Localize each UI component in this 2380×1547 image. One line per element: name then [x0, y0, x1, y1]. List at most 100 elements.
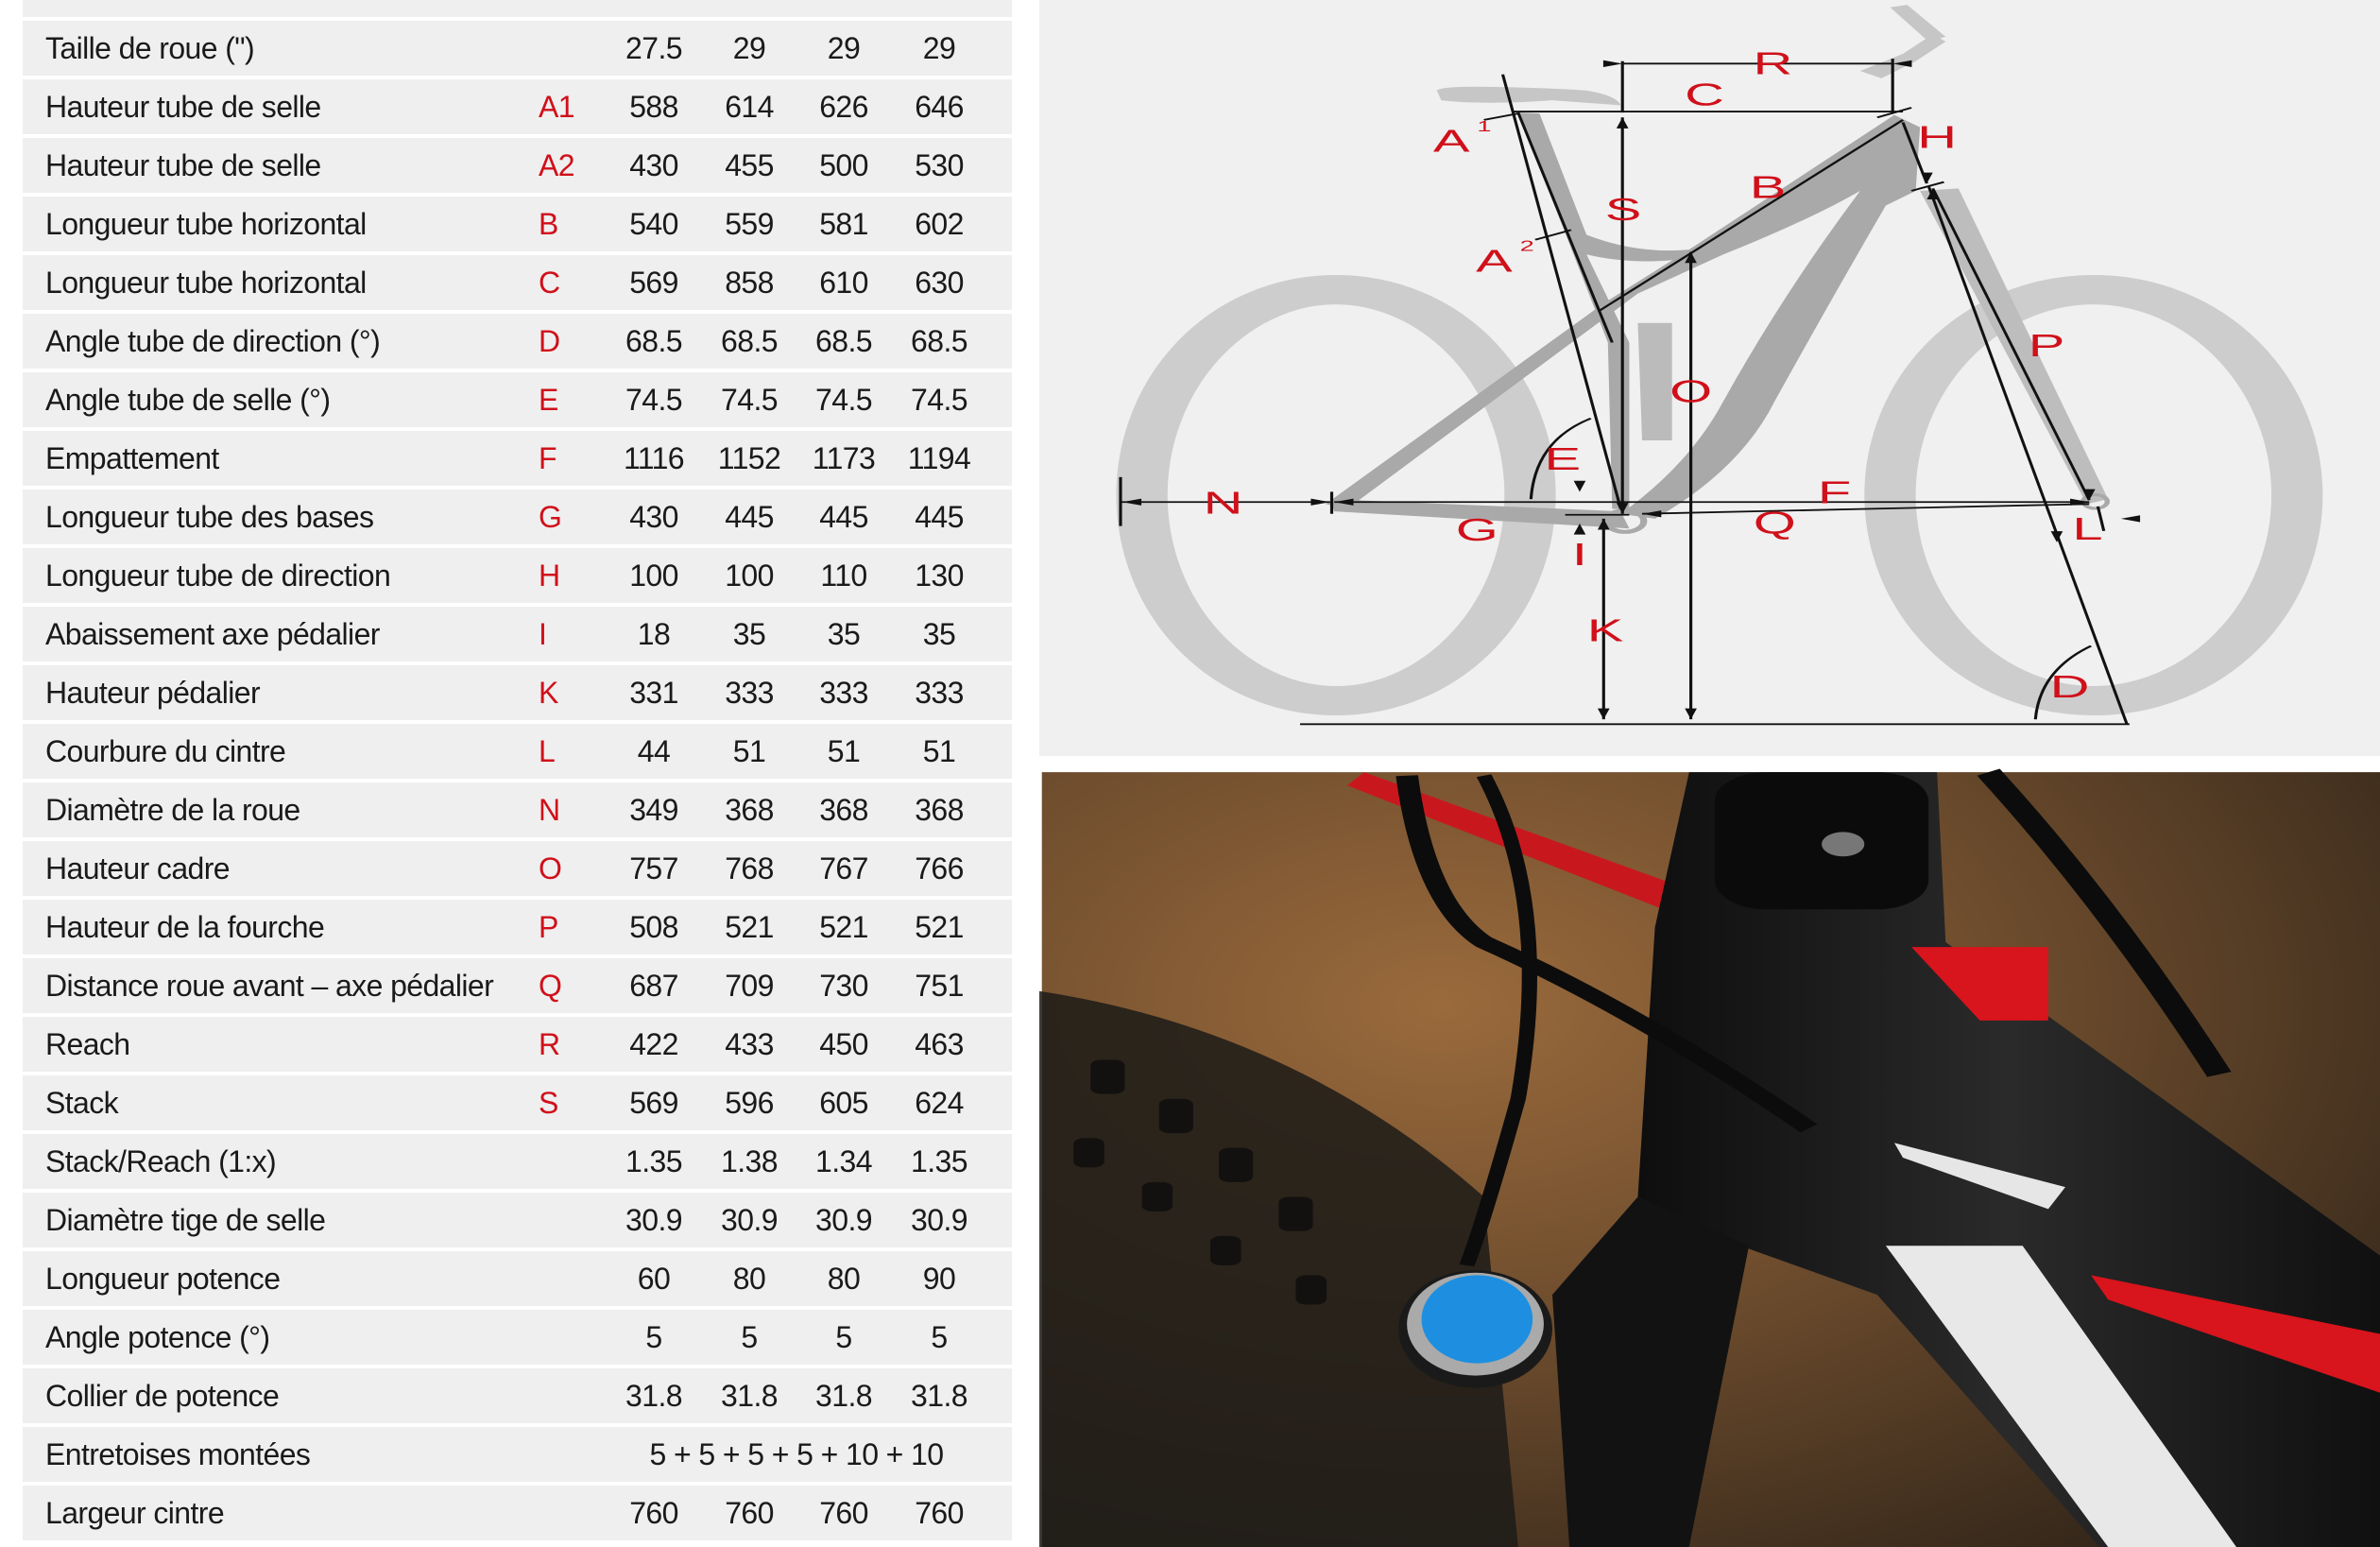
row-code: D: [539, 323, 560, 358]
row-label: Largeur cintre: [45, 1495, 225, 1530]
row-value-size-2: 760: [725, 1495, 774, 1530]
row-value-size-1: 1.35: [625, 1143, 682, 1178]
row-value-size-2: 68.5: [721, 323, 778, 358]
row-label: Distance roue avant – axe pédalier: [45, 968, 494, 1003]
row-value-size-4: 130: [915, 558, 964, 593]
row-value-size-4: 74.5: [911, 382, 967, 417]
row-label: Reach: [45, 1026, 130, 1061]
row-value-size-1: 569: [629, 265, 678, 300]
row-value-size-1: 687: [629, 968, 678, 1003]
row-code: C: [539, 265, 560, 300]
fork: [1920, 188, 2109, 505]
a2-line: [1516, 112, 1614, 343]
row-label: Diamètre tige de selle: [45, 1202, 326, 1237]
table-row: Collier de potence 31.8 31.8 31.8 31.8: [23, 1368, 1012, 1423]
row-value-size-3: 760: [819, 1495, 868, 1530]
row-value-size-3: 626: [819, 89, 868, 124]
dimension-label-a2-sup: 2: [1520, 238, 1534, 255]
arrowhead: [1921, 172, 1933, 184]
row-value-size-2: 30.9: [721, 1202, 778, 1237]
table-row: Hauteur tube de selle A1 588 614 626 646: [23, 79, 1012, 134]
row-value-size-2: 455: [725, 147, 774, 182]
row-value-size-2: 29: [732, 30, 766, 65]
row-value-size-4: 463: [915, 1026, 964, 1061]
row-value-size-3: 445: [819, 499, 868, 534]
arrowhead: [1685, 708, 1697, 720]
h-tick: [1876, 107, 1912, 119]
handlebar: [1859, 34, 1946, 78]
row-value-size-2: 433: [725, 1026, 774, 1061]
white-graphic: [1885, 1246, 2236, 1547]
row-label: Angle tube de direction (°): [45, 323, 381, 358]
row-value-size-1: 508: [629, 909, 678, 944]
arrowhead: [2070, 498, 2090, 506]
row-value-size-1: 31.8: [625, 1378, 682, 1413]
row-value-size-4: 31.8: [911, 1378, 967, 1413]
table-row: Abaissement axe pédalier I 18 35 35 35: [23, 607, 1012, 662]
arrowhead: [1616, 117, 1629, 129]
headset: [1714, 772, 1929, 910]
fork-air-cap: [1421, 1275, 1533, 1364]
row-value-size-1: 1116: [623, 440, 685, 475]
hamburg-logo: [1911, 947, 2048, 1021]
row-value-size-4: 766: [915, 851, 964, 885]
row-value-size-2: 1.38: [721, 1143, 778, 1178]
d-line: [1926, 185, 2129, 725]
row-value-size-1: 540: [629, 206, 678, 241]
geometry-table: Taille de roue (") 27.5 29 29 29 Hauteur tube…: [0, 0, 1030, 1547]
table-row: Courbure du cintre L 44 51 51 51: [23, 724, 1012, 779]
row-code: A1: [539, 89, 575, 124]
row-value-size-2: 445: [725, 499, 774, 534]
row-value-size-1: 5: [645, 1319, 662, 1354]
row-value-size-1: 588: [629, 89, 678, 124]
row-code: E: [539, 382, 558, 417]
row-value-size-1: 44: [637, 733, 671, 768]
diagram-background: [1039, 0, 2380, 756]
row-value-size-3: 110: [820, 558, 867, 593]
main-frame: [1326, 114, 1921, 519]
dimension-label-o: O: [1669, 373, 1712, 408]
row-label: Longueur tube horizontal: [45, 265, 367, 300]
row-value-size-4: 751: [915, 968, 964, 1003]
row-value-size-4: 30.9: [911, 1202, 967, 1237]
row-value-size-1: 760: [629, 1495, 678, 1530]
a2-tick: [1534, 229, 1572, 241]
dimension-label-a1-sup: 1: [1477, 118, 1491, 135]
row-code: A2: [539, 147, 575, 182]
row-value-size-3: 450: [819, 1026, 868, 1061]
row-value-size-4: 333: [915, 675, 964, 710]
row-value-size-4: 445: [915, 499, 964, 534]
row-value-size-2: 858: [725, 265, 774, 300]
row-value-size-1: 430: [629, 499, 678, 534]
tire-knobs: [1073, 1059, 1327, 1305]
row-value-size-3: 500: [819, 147, 868, 182]
row-value-size-4: 521: [915, 909, 964, 944]
table-row: Angle tube de direction (°) D 68.5 68.5 68.5…: [23, 314, 1012, 369]
row-value-size-2: 768: [725, 851, 774, 885]
fork-leg: [1551, 1196, 1750, 1547]
row-value-size-4: 1194: [907, 440, 971, 475]
dimension-label-b: B: [1750, 170, 1787, 205]
dimension-label-i: I: [1572, 537, 1587, 572]
row-label: Longueur tube des bases: [45, 499, 374, 534]
table-row: Reach R 422 433 450 463: [23, 1017, 1012, 1072]
a1-line: [1500, 74, 1622, 509]
row-label: Hauteur cadre: [45, 851, 231, 885]
red-graphic: [2091, 1275, 2380, 1393]
row-value-size-4: 35: [922, 616, 956, 651]
seat-tube: [1517, 112, 1698, 509]
row-value-size-1: 30.9: [625, 1202, 682, 1237]
row-value-size-3: 30.9: [815, 1202, 872, 1237]
row-label: Stack/Reach (1:x): [45, 1143, 277, 1178]
e-arc: [1529, 417, 1592, 500]
row-code: B: [539, 206, 558, 241]
table-row: Empattement F 1116 1152 1173 1194: [23, 431, 1012, 486]
row-value-size-4: 646: [915, 89, 964, 124]
row-value-size-3: 35: [827, 616, 861, 651]
arrowhead: [1310, 498, 1330, 506]
arrowhead: [1685, 251, 1697, 264]
row-value-size-3: 767: [819, 851, 868, 885]
row-value-size-4: 29: [922, 30, 956, 65]
